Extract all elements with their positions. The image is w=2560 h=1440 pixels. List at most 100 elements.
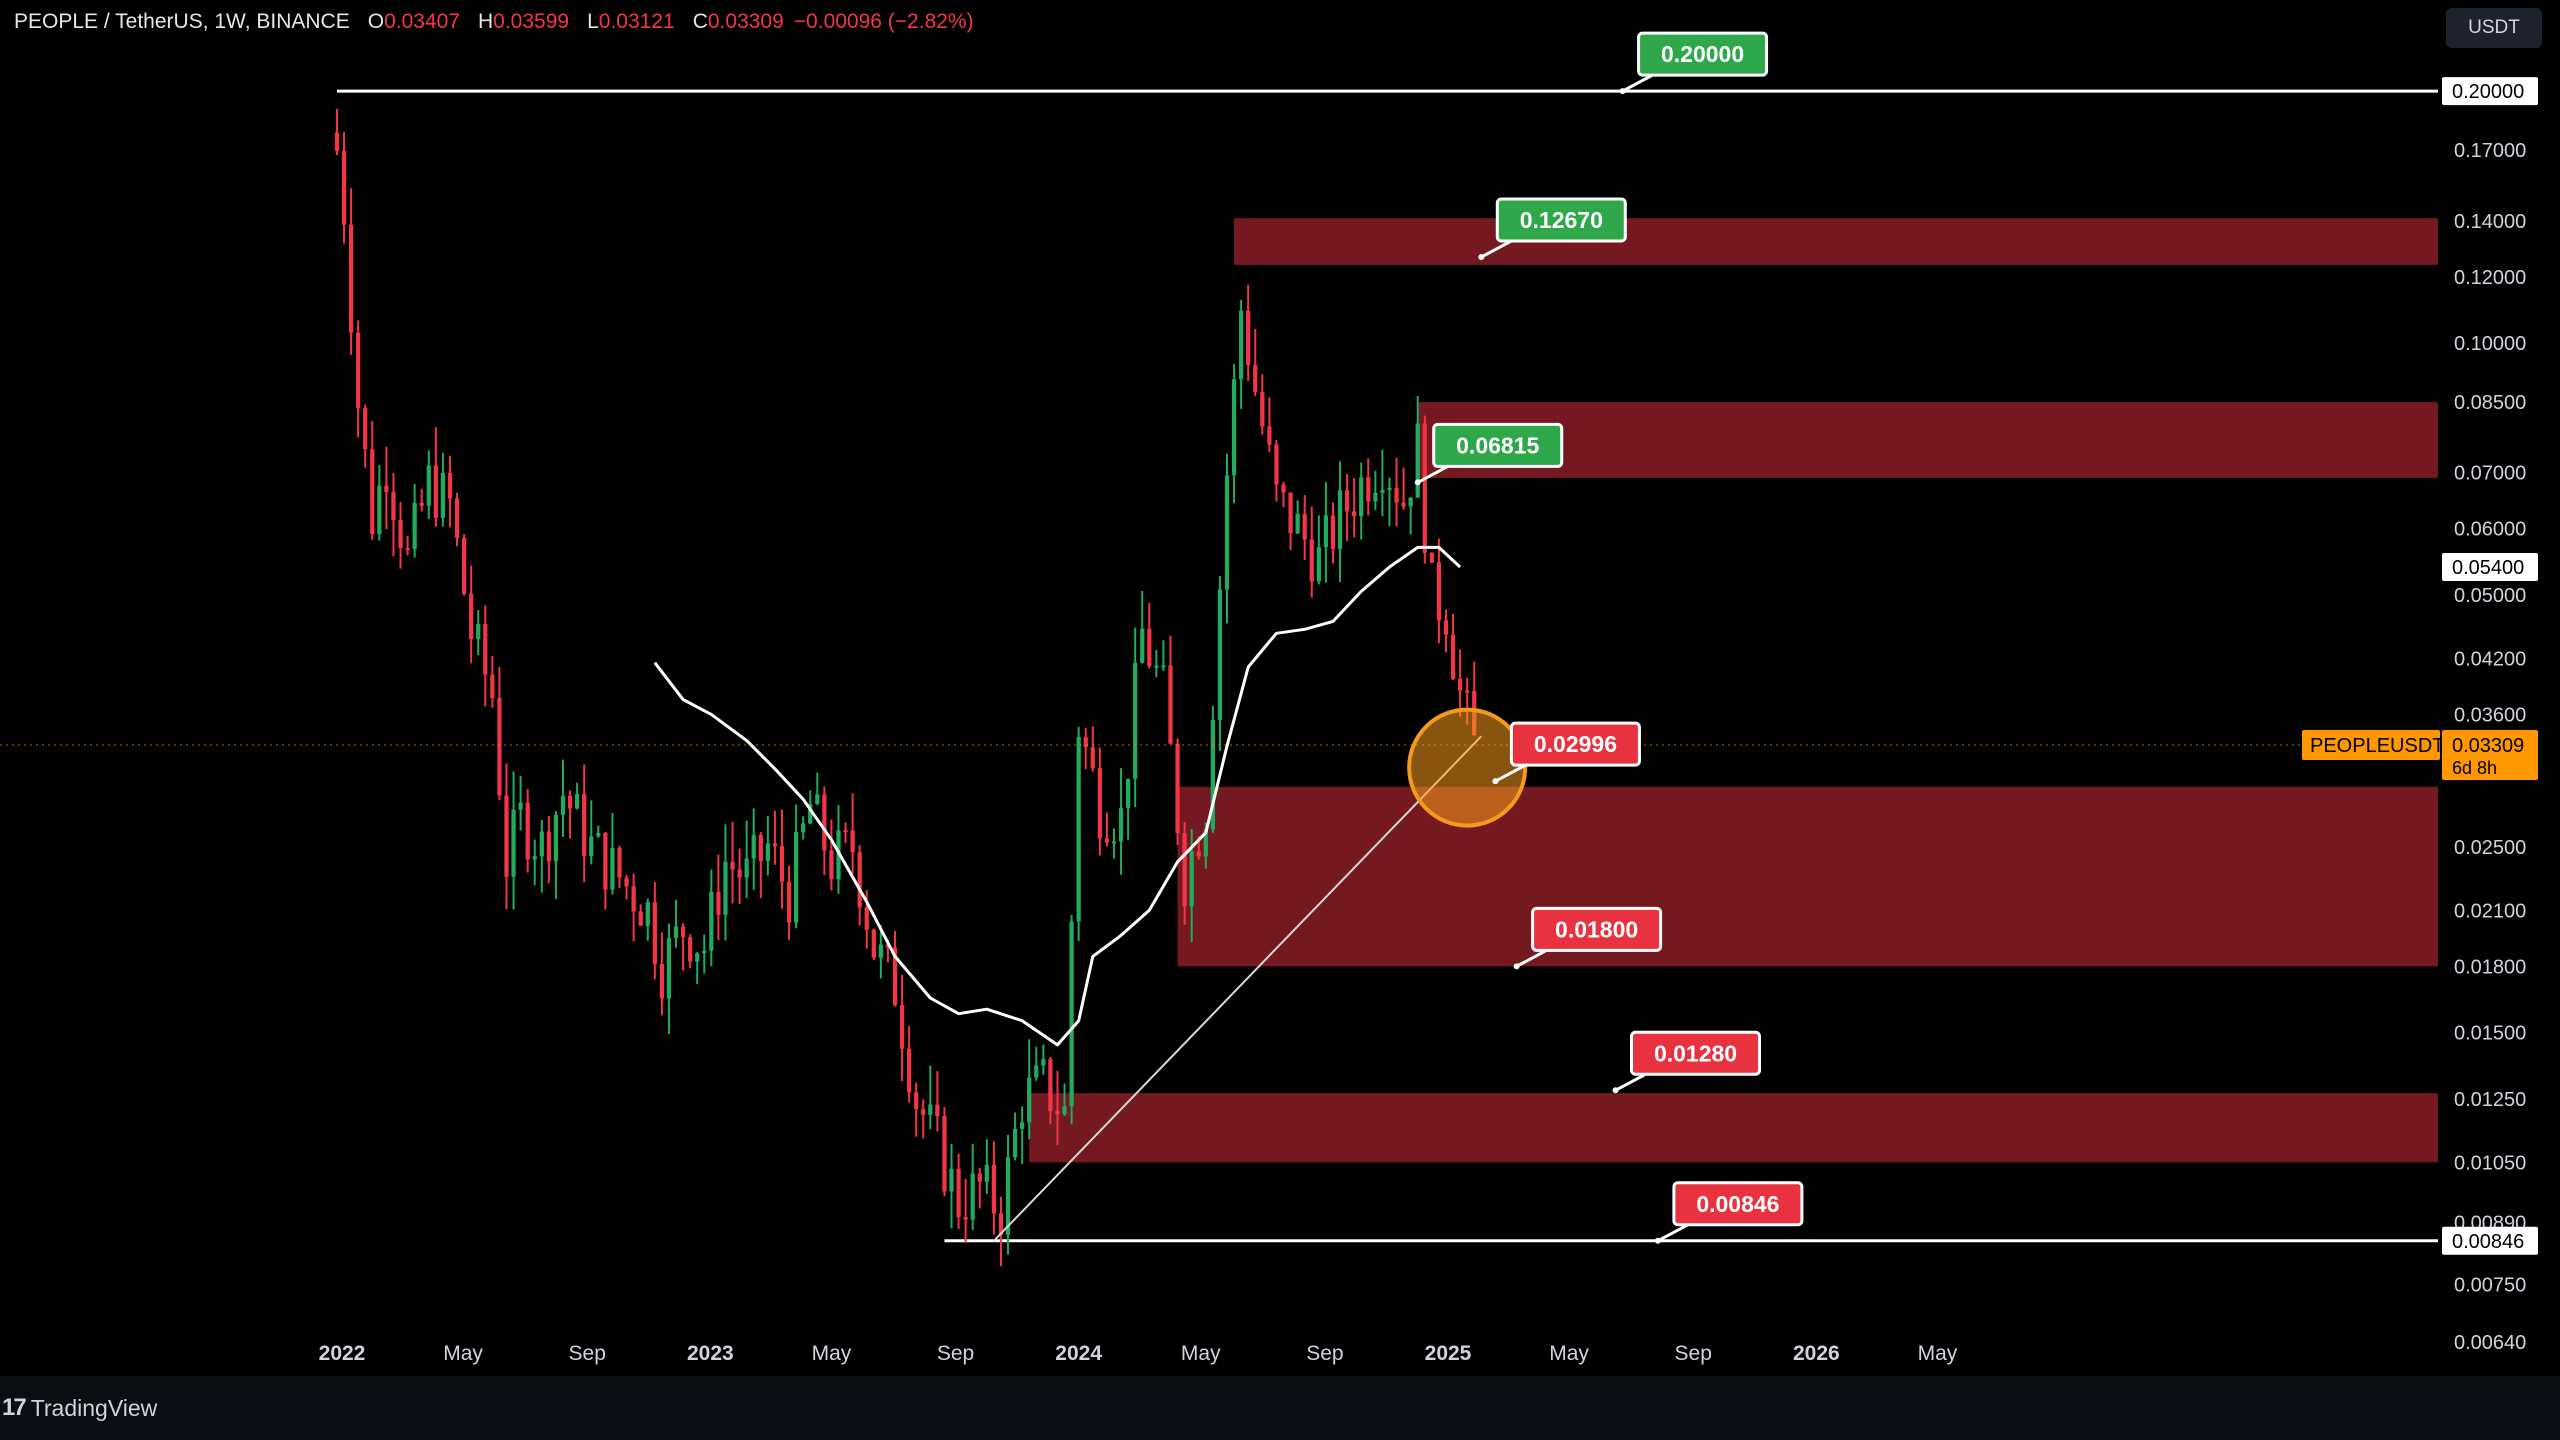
resistance-zone: [1177, 786, 2438, 967]
price-axis-tick: 0.01250: [2454, 1089, 2526, 1111]
callout-label: 0.06815: [1456, 432, 1539, 458]
candle-up: [1005, 1157, 1011, 1235]
callout-box: [1495, 197, 1627, 243]
callout-box: [1630, 1030, 1762, 1076]
candle-down: [829, 850, 834, 880]
candle-down: [348, 224, 354, 333]
callout-label: 0.02996: [1534, 731, 1617, 757]
candle-up: [970, 1173, 975, 1220]
price-axis-tick: 0.02100: [2454, 900, 2526, 922]
callout-pointer: [1614, 1072, 1647, 1092]
resistance-zone: [1417, 402, 2438, 478]
candle-up: [1217, 589, 1223, 721]
callout-anchor: [1612, 1087, 1619, 1094]
price-axis-tick: 0.08500: [2454, 392, 2526, 414]
callout-label: 0.20000: [1661, 41, 1744, 67]
candle-up: [928, 1104, 933, 1115]
candle-down: [857, 852, 862, 908]
candle-down: [1422, 423, 1427, 553]
time-axis-tick: Sep: [1306, 1342, 1343, 1365]
candle-down: [652, 902, 657, 964]
candle-up: [596, 832, 601, 837]
candle-up: [695, 953, 700, 962]
candle-down: [942, 1116, 947, 1192]
candle-up: [751, 835, 756, 859]
low-label: L: [587, 10, 599, 33]
time-axis-tick: 2024: [1055, 1342, 1102, 1365]
candle-up: [815, 794, 820, 804]
open-label: O: [367, 10, 385, 33]
candle-up: [1415, 423, 1420, 498]
callout-anchor: [1478, 254, 1485, 261]
price-axis-tick: 0.01050: [2454, 1152, 2526, 1174]
candle-down: [603, 832, 608, 890]
candle-down: [772, 843, 778, 847]
candle-down: [843, 830, 848, 833]
callout-pointer: [1657, 1223, 1689, 1243]
candle-up: [560, 795, 566, 815]
candle-up: [476, 624, 481, 640]
candle-down: [1083, 737, 1088, 748]
candle-down: [525, 802, 530, 860]
candle-down: [567, 795, 573, 809]
symbol-header: PEOPLE / TetherUS, 1W, BINANCE O0.03407 …: [14, 10, 974, 34]
candle-down: [1394, 487, 1399, 503]
time-axis-tick: 2022: [319, 1342, 366, 1365]
candle-up: [1140, 628, 1145, 663]
candle-down: [688, 937, 693, 962]
candle-down: [1302, 514, 1307, 540]
candle-up: [1027, 1077, 1032, 1123]
candle-down: [871, 929, 876, 958]
price-axis-tick: 0.05000: [2454, 585, 2526, 607]
candle-down: [447, 472, 453, 499]
candle-down: [1274, 444, 1279, 485]
candle-up: [575, 794, 580, 809]
symbol-title[interactable]: PEOPLE / TetherUS, 1W, BINANCE: [14, 10, 350, 33]
candle-down: [356, 332, 361, 408]
time-axis-tick: Sep: [569, 1342, 606, 1365]
candle-down: [504, 795, 509, 877]
candle-up: [1069, 921, 1074, 1107]
candle-down: [638, 911, 643, 926]
candle-down: [935, 1104, 940, 1117]
callout-label: 0.12670: [1520, 207, 1603, 233]
candle-up: [1337, 490, 1343, 550]
price-axis: [2440, 0, 2560, 1376]
symbol-tag-label: PEOPLEUSDT: [2310, 735, 2444, 757]
candle-down: [546, 831, 551, 862]
time-axis-tick: May: [1549, 1342, 1589, 1365]
price-tag-bg: [2442, 553, 2538, 582]
candle-up: [1133, 662, 1138, 779]
currency-button[interactable]: USDT: [2446, 8, 2542, 48]
callout-anchor: [1619, 88, 1626, 95]
candle-down: [1344, 490, 1350, 512]
candle-up: [1359, 477, 1364, 517]
resistance-zone: [1029, 1093, 2438, 1163]
candle-up: [1062, 1106, 1067, 1115]
candle-down: [384, 485, 389, 492]
high-label: H: [478, 10, 494, 33]
candle-up: [440, 472, 446, 519]
candle-down: [680, 926, 686, 938]
callout-box: [1509, 721, 1641, 767]
candle-up: [426, 465, 431, 506]
candle-down: [1281, 484, 1286, 493]
footer-bar: [0, 1376, 2560, 1440]
candle-down: [1182, 833, 1187, 907]
tradingview-name: TradingView: [30, 1394, 158, 1421]
candle-up: [1408, 497, 1413, 507]
time-axis-tick: May: [1181, 1342, 1221, 1365]
candle-up: [1076, 737, 1081, 922]
candle-down: [617, 848, 622, 878]
candle-up: [702, 950, 707, 954]
tradingview-logo[interactable]: 17 TradingView: [2, 1394, 157, 1422]
price-axis-tick: 0.17000: [2454, 140, 2526, 162]
current-price-tag-bg: [2442, 730, 2538, 781]
candle-up: [1118, 807, 1124, 842]
candle-down: [363, 407, 368, 450]
candle-up: [1323, 515, 1329, 548]
candle-down: [1260, 392, 1265, 427]
candle-down: [631, 886, 636, 912]
